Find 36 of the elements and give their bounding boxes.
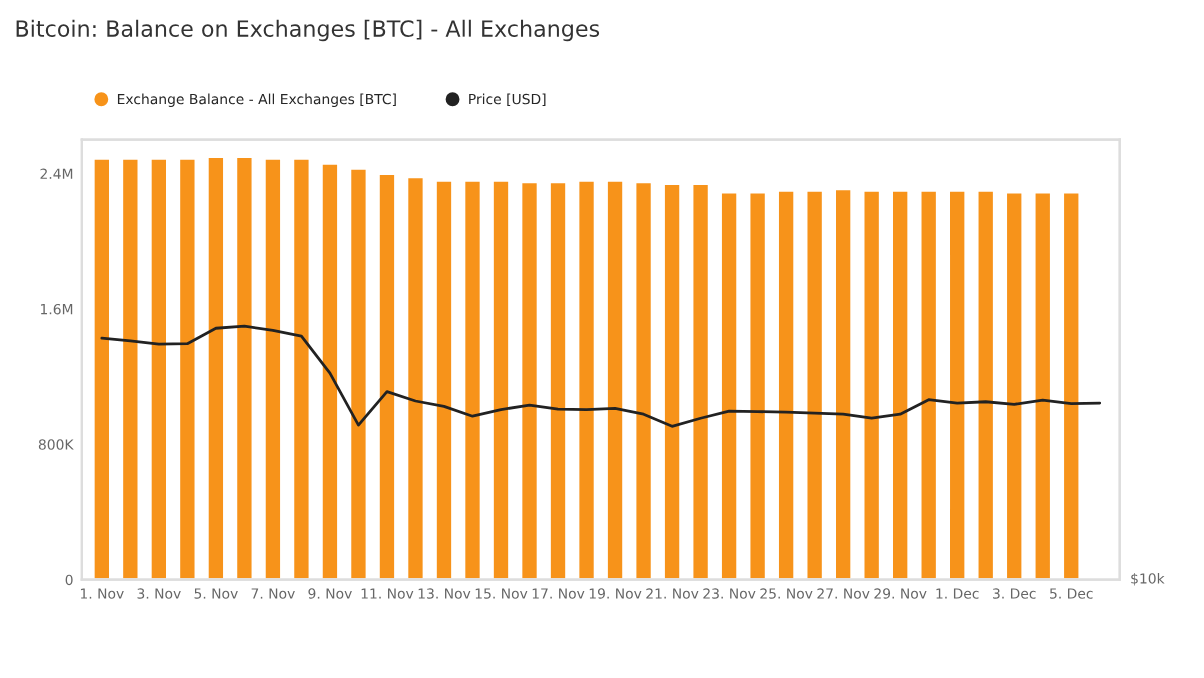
bar xyxy=(605,178,625,580)
bar xyxy=(633,180,654,580)
bar xyxy=(319,161,340,580)
bar xyxy=(890,189,911,580)
bar xyxy=(1004,190,1025,580)
bar xyxy=(205,155,226,580)
bar xyxy=(434,178,454,580)
bar xyxy=(1032,190,1053,580)
bar xyxy=(405,175,426,580)
bar xyxy=(776,189,797,580)
bar xyxy=(177,156,198,580)
bar xyxy=(91,156,112,580)
bar xyxy=(576,178,597,580)
bar xyxy=(120,156,141,580)
bar xyxy=(462,178,483,580)
bar xyxy=(833,187,854,580)
bar xyxy=(234,155,255,580)
bar xyxy=(719,190,740,580)
bar xyxy=(491,178,511,580)
bar xyxy=(947,189,968,580)
chart-title: Bitcoin: Balance on Exchanges [BTC] - All Exchanges xyxy=(16,19,600,42)
bar xyxy=(548,180,568,580)
bar xyxy=(690,182,711,580)
bar xyxy=(804,189,825,580)
bar xyxy=(262,156,283,580)
bar xyxy=(918,189,939,580)
bar xyxy=(148,156,169,580)
bar xyxy=(662,182,683,580)
bar xyxy=(348,167,369,580)
bar xyxy=(291,156,312,580)
bar xyxy=(975,189,996,580)
bar xyxy=(519,180,540,580)
bar xyxy=(1061,190,1082,580)
bar xyxy=(377,172,397,580)
bar xyxy=(861,189,882,580)
bar xyxy=(747,190,768,580)
